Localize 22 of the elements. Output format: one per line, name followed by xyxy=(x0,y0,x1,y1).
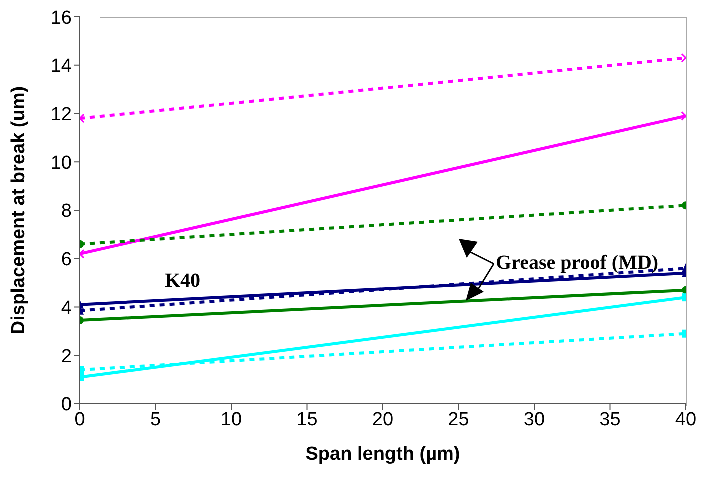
y-tick-label: 6 xyxy=(61,250,72,271)
y-axis-title: Displacement at break (um) xyxy=(8,86,30,335)
y-tick-label: 12 xyxy=(50,104,72,126)
y-tick-label: 14 xyxy=(50,56,72,78)
y-tick-label: 0 xyxy=(61,394,72,416)
y-tick-label: 4 xyxy=(61,298,72,319)
x-axis-title: Span length (µm) xyxy=(306,444,460,465)
y-tick-label: 2 xyxy=(61,346,72,368)
x-tick-label: 0 xyxy=(74,409,86,430)
x-tick-label: 20 xyxy=(372,409,394,430)
x-tick-label: 25 xyxy=(448,409,470,430)
x-tick-label: 40 xyxy=(675,409,697,430)
x-tick-label: 15 xyxy=(296,409,318,430)
annotation: K40 xyxy=(165,270,201,293)
y-tick-label: 8 xyxy=(61,201,72,222)
x-tick-label: 10 xyxy=(220,409,242,430)
x-tick-label: 30 xyxy=(524,409,546,430)
y-tick-label: 16 xyxy=(50,8,72,29)
x-tick-label: 5 xyxy=(150,409,162,430)
annotation: Grease proof (MD) xyxy=(496,252,659,275)
x-tick-label: 35 xyxy=(600,409,621,430)
y-tick-label: 10 xyxy=(50,152,72,174)
